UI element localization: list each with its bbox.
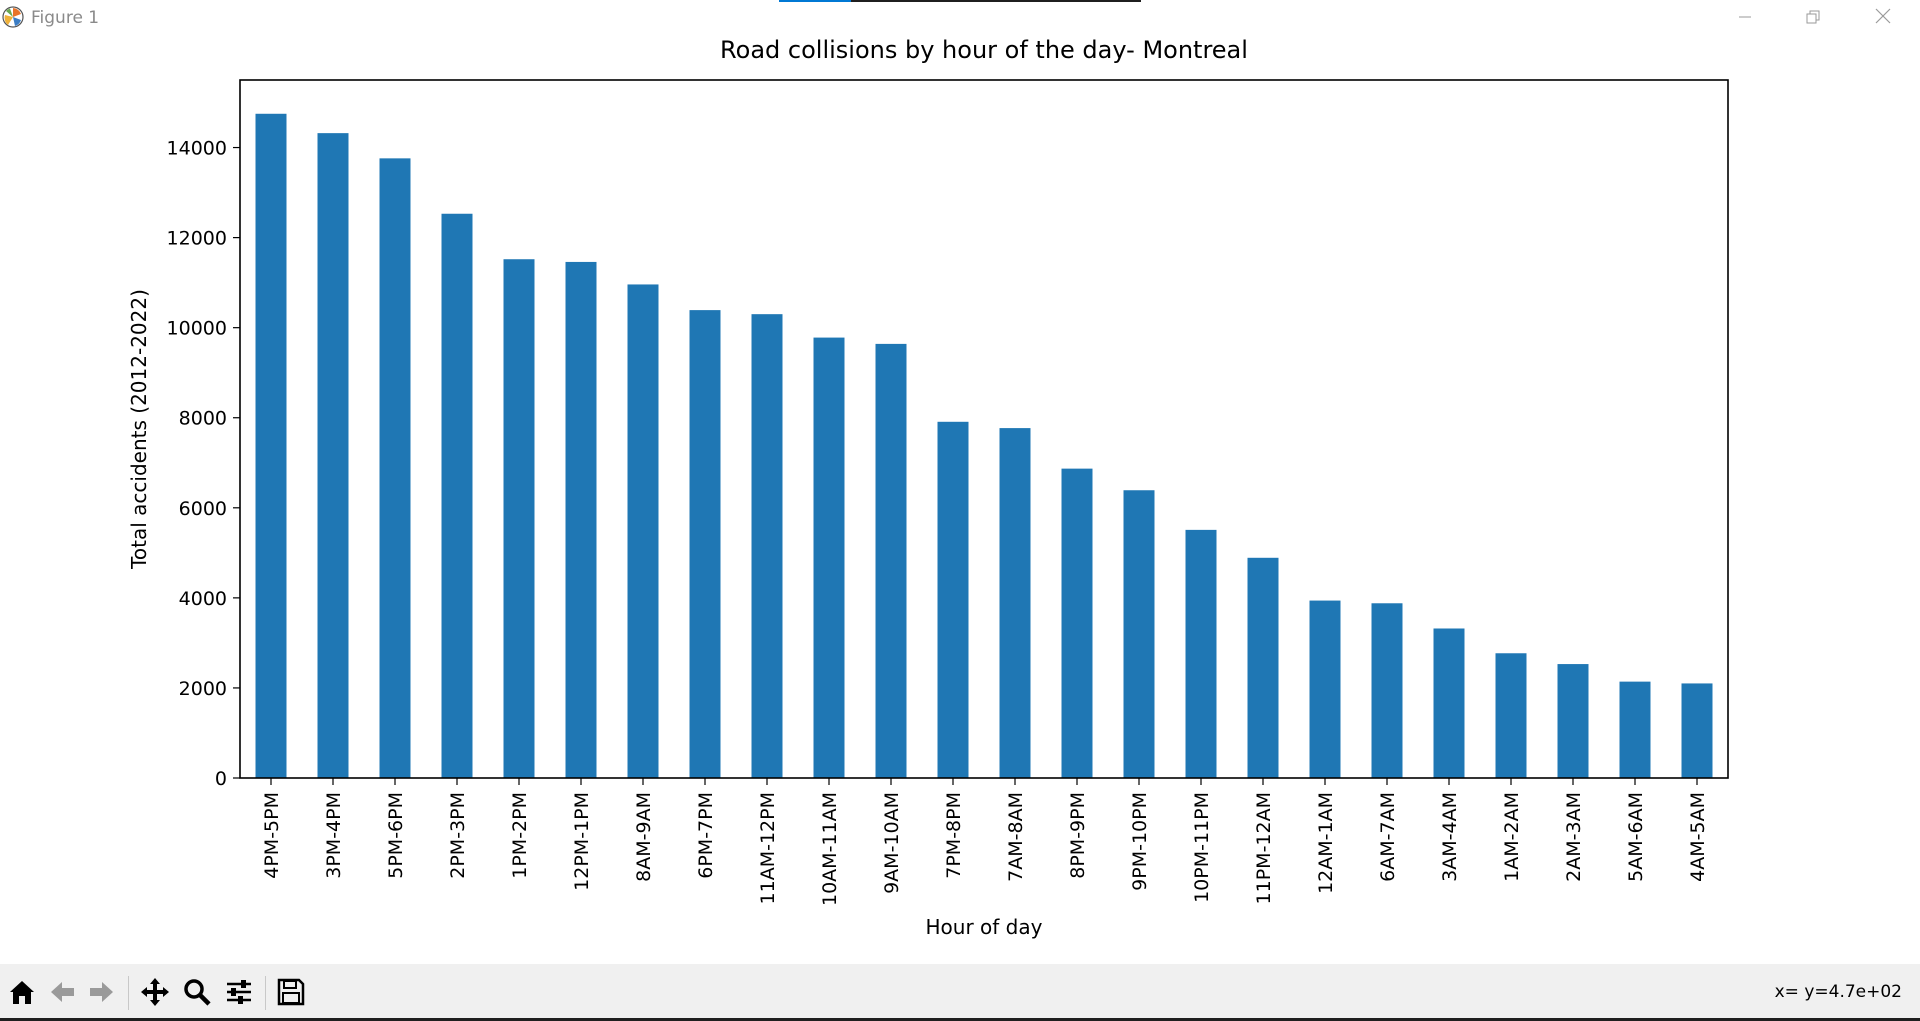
bar-10AM-11AM bbox=[813, 337, 845, 778]
x-tick-label: 8PM-9PM bbox=[1067, 792, 1089, 879]
x-tick-label: 1AM-2AM bbox=[1501, 792, 1523, 882]
x-tick-label: 3PM-4PM bbox=[323, 792, 345, 879]
bar-8AM-9AM bbox=[627, 284, 659, 778]
cursor-coordinate-readout: x= y=4.7e+02 bbox=[1774, 982, 1902, 1002]
x-tick-label: 2PM-3PM bbox=[447, 792, 469, 879]
forward-arrow-icon bbox=[87, 977, 117, 1011]
window-title: Figure 1 bbox=[31, 8, 100, 28]
y-axis-label: Total accidents (2012-2022) bbox=[127, 289, 151, 570]
x-tick-label: 9PM-10PM bbox=[1129, 792, 1151, 891]
bar-7PM-8PM bbox=[937, 421, 969, 778]
x-axis-label: Hour of day bbox=[926, 915, 1043, 939]
bar-11PM-12AM bbox=[1247, 557, 1279, 778]
y-tick-label: 8000 bbox=[179, 408, 227, 430]
x-tick-label: 11AM-12PM bbox=[757, 792, 779, 904]
close-button[interactable] bbox=[1850, 0, 1916, 36]
bar-12PM-1PM bbox=[565, 261, 597, 779]
x-tick-label: 7PM-8PM bbox=[943, 792, 965, 879]
chart-title: Road collisions by hour of the day- Mont… bbox=[720, 36, 1248, 64]
x-tick-label: 6PM-7PM bbox=[695, 792, 717, 879]
x-tick-label: 11PM-12AM bbox=[1253, 792, 1275, 904]
bar-8PM-9PM bbox=[1061, 468, 1093, 778]
axes-frame bbox=[239, 79, 1729, 779]
y-tick-label: 2000 bbox=[179, 678, 227, 700]
save-floppy-icon bbox=[276, 977, 306, 1011]
x-tick-label: 4PM-5PM bbox=[261, 792, 283, 879]
bar-10PM-11PM bbox=[1185, 529, 1217, 778]
y-tick-label: 12000 bbox=[167, 228, 227, 250]
bar-2PM-3PM bbox=[441, 213, 473, 779]
x-tick-label: 1PM-2PM bbox=[509, 792, 531, 879]
x-tick-label: 6AM-7AM bbox=[1377, 792, 1399, 882]
bars-group bbox=[255, 113, 1713, 779]
x-tick-label: 12PM-1PM bbox=[571, 792, 593, 891]
y-tick-label: 0 bbox=[215, 768, 227, 790]
bar-1AM-2AM bbox=[1495, 653, 1527, 778]
zoom-magnifier-icon bbox=[182, 977, 212, 1011]
x-tick-label: 10AM-11AM bbox=[819, 792, 841, 906]
x-tick-label: 5AM-6AM bbox=[1625, 792, 1647, 882]
bar-9AM-10AM bbox=[875, 343, 907, 778]
window-bottom-border bbox=[0, 1018, 1920, 1021]
configure-subplots-button[interactable] bbox=[221, 976, 257, 1012]
figure-canvas[interactable]: Road collisions by hour of the day- Mont… bbox=[0, 36, 1920, 964]
y-tick-label: 4000 bbox=[179, 588, 227, 610]
back-arrow-icon bbox=[47, 977, 77, 1011]
matplotlib-logo-icon bbox=[2, 6, 24, 28]
toolbar-separator bbox=[128, 976, 129, 1010]
x-tick-label: 7AM-8AM bbox=[1005, 792, 1027, 882]
x-ticks-group: 4PM-5PM 3PM-4PM 5PM-6PM 2PM-3PM 1PM-2PM 12PM-… bbox=[261, 778, 1709, 906]
close-icon bbox=[1875, 8, 1891, 28]
back-button[interactable] bbox=[44, 976, 80, 1012]
y-ticks-group: 0 2000 4000 6000 8000 10000 12000 14000 bbox=[167, 138, 240, 790]
bar-1PM-2PM bbox=[503, 259, 535, 778]
bar-3PM-4PM bbox=[317, 133, 349, 778]
bar-chart: Road collisions by hour of the day- Mont… bbox=[127, 36, 1729, 939]
x-tick-label: 3AM-4AM bbox=[1439, 792, 1461, 882]
bar-6AM-7AM bbox=[1371, 603, 1403, 778]
forward-button[interactable] bbox=[84, 976, 120, 1012]
bar-5PM-6PM bbox=[379, 158, 411, 778]
bar-7AM-8AM bbox=[999, 428, 1031, 778]
y-tick-label: 6000 bbox=[179, 498, 227, 520]
save-button[interactable] bbox=[273, 976, 309, 1012]
zoom-button[interactable] bbox=[179, 976, 215, 1012]
configure-subplots-icon bbox=[224, 977, 254, 1011]
toolbar-separator bbox=[265, 976, 266, 1010]
restore-button[interactable] bbox=[1780, 0, 1846, 36]
home-button[interactable] bbox=[4, 976, 40, 1012]
bar-5AM-6AM bbox=[1619, 681, 1651, 778]
y-tick-label: 14000 bbox=[167, 138, 227, 160]
x-tick-label: 10PM-11PM bbox=[1191, 792, 1213, 903]
pan-button[interactable] bbox=[137, 976, 173, 1012]
navigation-toolbar: x= y=4.7e+02 bbox=[0, 964, 1920, 1021]
bar-3AM-4AM bbox=[1433, 628, 1465, 778]
window-tab-indicator-accent bbox=[779, 0, 851, 2]
bar-4PM-5PM bbox=[255, 113, 287, 779]
x-tick-label: 2AM-3AM bbox=[1563, 792, 1585, 882]
x-tick-label: 4AM-5AM bbox=[1687, 792, 1709, 882]
x-tick-label: 12AM-1AM bbox=[1315, 792, 1337, 894]
home-icon bbox=[7, 977, 37, 1011]
bar-2AM-3AM bbox=[1557, 664, 1589, 778]
y-tick-label: 10000 bbox=[167, 318, 227, 340]
bar-12AM-1AM bbox=[1309, 600, 1341, 778]
window-tab-indicator bbox=[779, 0, 1141, 2]
pan-move-icon bbox=[139, 976, 171, 1012]
x-tick-label: 9AM-10AM bbox=[881, 792, 903, 894]
minimize-button[interactable] bbox=[1712, 0, 1778, 36]
x-tick-label: 8AM-9AM bbox=[633, 792, 655, 882]
x-tick-label: 5PM-6PM bbox=[385, 792, 407, 879]
window-titlebar: Figure 1 bbox=[0, 0, 1920, 36]
bar-6PM-7PM bbox=[689, 310, 721, 778]
bar-9PM-10PM bbox=[1123, 490, 1155, 778]
bar-11AM-12PM bbox=[751, 314, 783, 778]
restore-icon bbox=[1806, 9, 1820, 28]
minimize-icon bbox=[1738, 9, 1752, 28]
bar-4AM-5AM bbox=[1681, 683, 1713, 778]
